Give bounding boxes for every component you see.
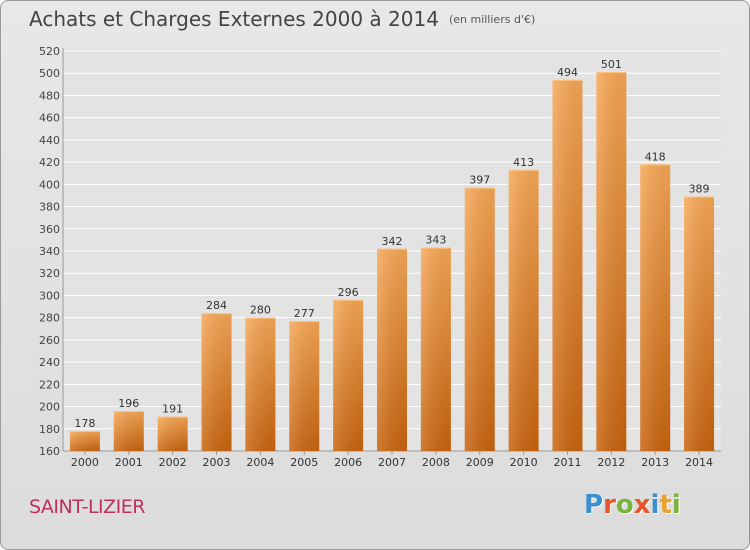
data-label: 494 bbox=[557, 66, 578, 79]
x-tick-label: 2014 bbox=[685, 456, 713, 469]
data-label: 178 bbox=[74, 417, 95, 430]
x-tick-label: 2009 bbox=[466, 456, 494, 469]
x-tick-label: 2010 bbox=[510, 456, 538, 469]
logo-letter: P bbox=[584, 490, 604, 520]
bar-shade bbox=[684, 196, 715, 451]
y-tick-label: 380 bbox=[39, 201, 60, 214]
data-label: 191 bbox=[162, 403, 183, 416]
data-label: 284 bbox=[206, 299, 227, 312]
y-tick-label: 320 bbox=[39, 267, 60, 280]
logo-letter: o bbox=[615, 490, 634, 520]
y-tick-label: 160 bbox=[39, 445, 60, 458]
bar-shade bbox=[508, 169, 539, 451]
proxiti-logo: Proxiti bbox=[584, 490, 681, 520]
logo-letter: r bbox=[603, 490, 616, 520]
y-tick-label: 520 bbox=[39, 45, 60, 58]
y-tick-label: 400 bbox=[39, 178, 60, 191]
logo-letter: i bbox=[671, 490, 681, 520]
y-tick-label: 180 bbox=[39, 423, 60, 436]
data-label: 397 bbox=[469, 174, 490, 187]
data-label: 343 bbox=[425, 234, 446, 247]
bar-shade bbox=[464, 187, 495, 451]
chart-title: Achats et Charges Externes 2000 à 2014 bbox=[29, 7, 439, 31]
x-tick-label: 2000 bbox=[71, 456, 99, 469]
y-tick-label: 480 bbox=[39, 89, 60, 102]
logo-letter: x bbox=[633, 490, 651, 520]
bar-shade bbox=[157, 416, 188, 451]
bar-shade bbox=[640, 164, 671, 452]
chart-title-block: Achats et Charges Externes 2000 à 2014 (e… bbox=[29, 7, 535, 31]
data-label: 342 bbox=[382, 235, 403, 248]
y-tick-label: 500 bbox=[39, 67, 60, 80]
y-tick-label: 360 bbox=[39, 223, 60, 236]
y-tick-label: 240 bbox=[39, 356, 60, 369]
x-tick-label: 2002 bbox=[159, 456, 187, 469]
x-tick-label: 2001 bbox=[115, 456, 143, 469]
y-tick-label: 300 bbox=[39, 289, 60, 302]
x-tick-label: 2006 bbox=[334, 456, 362, 469]
data-label: 277 bbox=[294, 307, 315, 320]
y-tick-label: 440 bbox=[39, 134, 60, 147]
bar-shade bbox=[201, 313, 232, 451]
bar-shade bbox=[333, 299, 364, 451]
x-tick-label: 2012 bbox=[597, 456, 625, 469]
y-tick-label: 340 bbox=[39, 245, 60, 258]
data-label: 501 bbox=[601, 58, 622, 71]
data-label: 280 bbox=[250, 304, 271, 317]
bar-shade bbox=[245, 317, 276, 451]
bar-shade bbox=[596, 72, 627, 451]
logo-letter: i bbox=[650, 490, 660, 520]
chart-subtitle: (en milliers d'€) bbox=[448, 13, 536, 26]
bar-shade bbox=[377, 248, 407, 451]
bar-shade bbox=[69, 431, 100, 451]
y-tick-label: 220 bbox=[39, 378, 60, 391]
bar-shade bbox=[552, 79, 583, 451]
data-label: 196 bbox=[118, 397, 139, 410]
data-label: 418 bbox=[645, 150, 666, 163]
data-label: 296 bbox=[338, 286, 359, 299]
x-tick-label: 2003 bbox=[203, 456, 231, 469]
x-tick-label: 2007 bbox=[378, 456, 406, 469]
y-tick-label: 460 bbox=[39, 112, 60, 125]
x-tick-label: 2008 bbox=[422, 456, 450, 469]
logo-letter: t bbox=[659, 490, 672, 520]
y-tick-label: 200 bbox=[39, 401, 60, 414]
data-label: 389 bbox=[689, 183, 710, 196]
data-label: 413 bbox=[513, 156, 534, 169]
bar-shade bbox=[420, 247, 451, 451]
y-tick-label: 260 bbox=[39, 334, 60, 347]
x-tick-label: 2013 bbox=[641, 456, 669, 469]
bar-shade bbox=[113, 411, 144, 451]
x-tick-label: 2005 bbox=[290, 456, 318, 469]
y-tick-label: 280 bbox=[39, 312, 60, 325]
x-tick-label: 2011 bbox=[553, 456, 581, 469]
bar-shade bbox=[289, 321, 320, 451]
y-tick-label: 420 bbox=[39, 156, 60, 169]
commune-name: SAINT-LIZIER bbox=[29, 496, 145, 518]
x-tick-label: 2004 bbox=[246, 456, 274, 469]
